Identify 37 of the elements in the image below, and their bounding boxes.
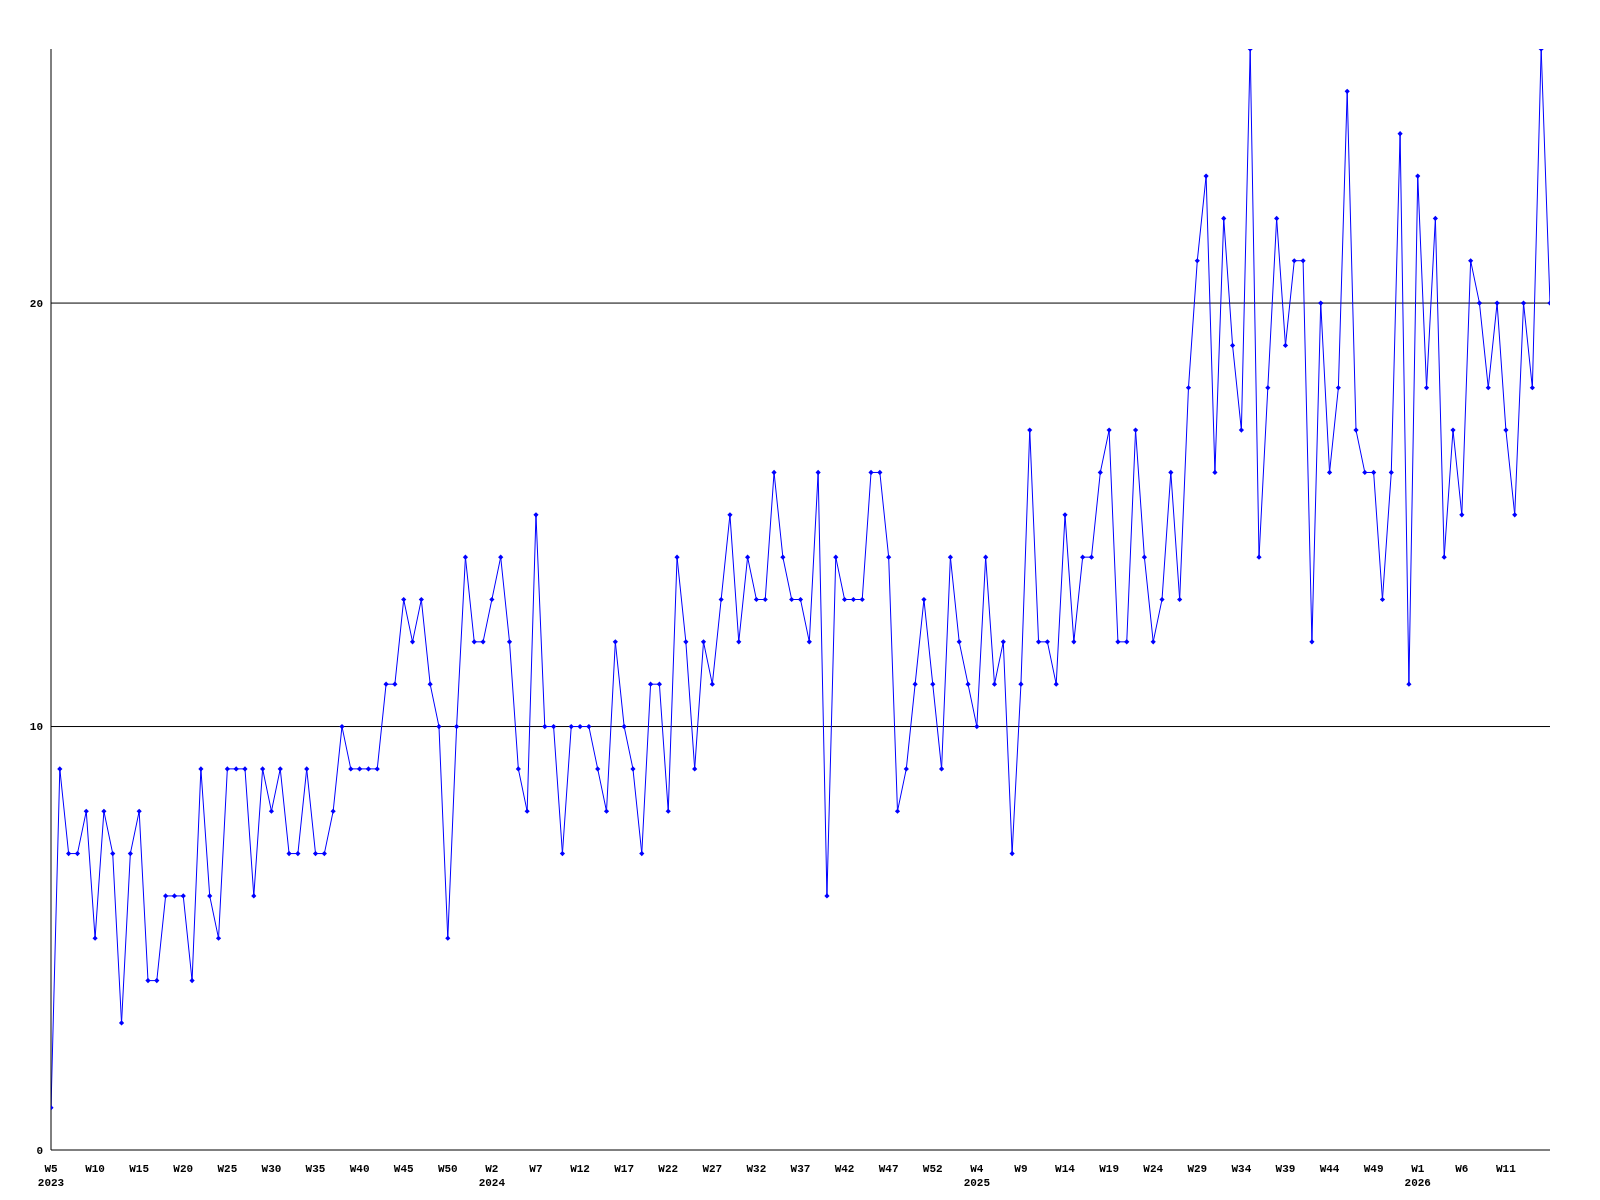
x-tick-label: W11: [1496, 1163, 1517, 1175]
x-tick-label: W37: [790, 1163, 811, 1175]
x-tick-label: W9: [1014, 1163, 1028, 1175]
x-tick-label: W5 2023: [37, 1163, 65, 1189]
x-tick-label: W20: [173, 1163, 194, 1175]
x-tick-label: W22: [658, 1163, 679, 1175]
x-tick-label: W10: [85, 1163, 105, 1175]
x-tick-label: W45: [393, 1163, 414, 1175]
x-tick-label: W47: [878, 1163, 899, 1175]
y-tick-label: 10: [29, 721, 43, 734]
x-tick-label: W39: [1275, 1163, 1296, 1175]
x-tick-label: W7: [529, 1163, 543, 1175]
x-tick-label: W12: [570, 1163, 590, 1175]
x-tick-label: W44: [1319, 1163, 1340, 1175]
x-tick-label: W30: [261, 1163, 282, 1175]
y-tick-label: 20: [29, 297, 43, 310]
x-tick-label: W25: [217, 1163, 238, 1175]
x-tick-label: W24: [1143, 1163, 1164, 1175]
x-tick-label: W19: [1099, 1163, 1120, 1175]
x-tick-label: W34: [1231, 1163, 1252, 1175]
x-tick-label: W40: [349, 1163, 370, 1175]
x-tick-label: W32: [746, 1163, 767, 1175]
x-tick-label: W49: [1363, 1163, 1384, 1175]
x-tick-label: W1 2026: [1404, 1163, 1431, 1189]
x-tick-label: W50: [437, 1163, 458, 1175]
x-tick-label: W4 2025: [963, 1163, 991, 1189]
x-tick-label: W6: [1455, 1163, 1469, 1175]
y-tick-label: 0: [36, 1144, 43, 1157]
x-tick-label: W52: [922, 1163, 943, 1175]
x-tick-label: W35: [305, 1163, 326, 1175]
x-tick-label: W17: [614, 1163, 635, 1175]
x-tick-label: W27: [702, 1163, 723, 1175]
x-tick-label: W2 2024: [478, 1163, 506, 1189]
x-tick-label: W14: [1055, 1163, 1076, 1175]
x-tick-label: W29: [1187, 1163, 1208, 1175]
x-tick-label: W15: [129, 1163, 150, 1175]
x-tick-label: W42: [834, 1163, 855, 1175]
